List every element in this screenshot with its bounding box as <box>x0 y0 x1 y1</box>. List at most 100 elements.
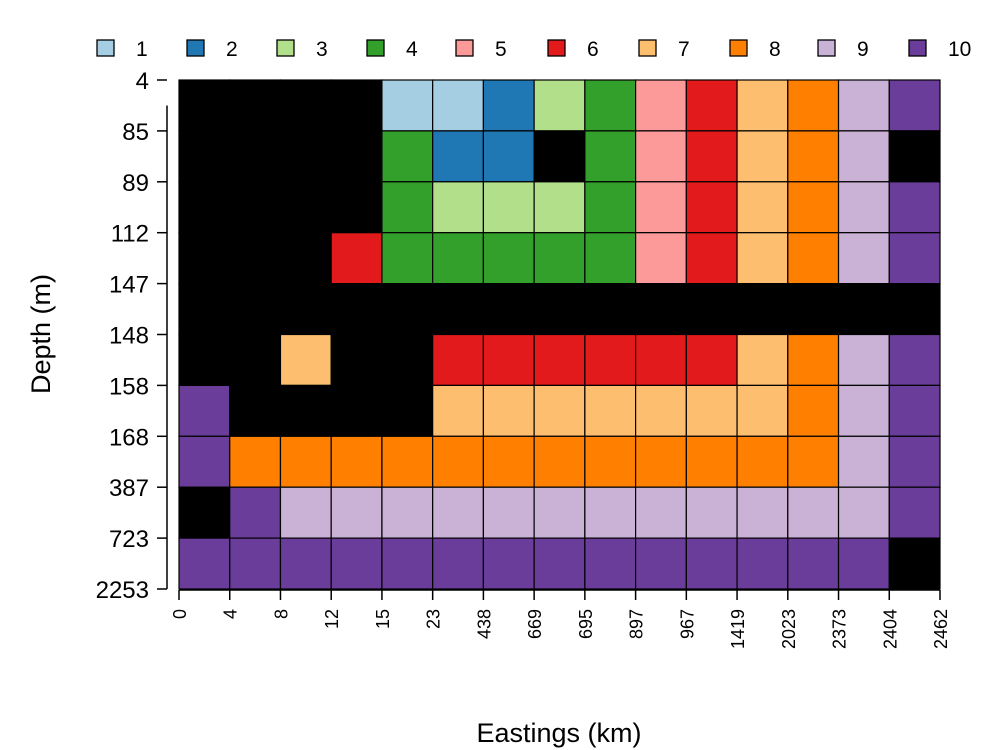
heatmap-cell <box>634 333 687 387</box>
heatmap-cell <box>330 232 383 285</box>
heatmap-cell <box>178 79 231 132</box>
heatmap-cell <box>482 384 535 437</box>
heatmap-cell <box>584 181 637 234</box>
legend-swatch <box>908 39 927 57</box>
heatmap-cell <box>736 283 789 336</box>
heatmap-cell <box>178 384 231 437</box>
y-tick-label: 4 <box>136 68 149 95</box>
heatmap-cell <box>634 486 687 539</box>
heatmap-cell <box>229 486 282 539</box>
x-tick-label: 1419 <box>728 609 748 649</box>
heatmap-cell <box>837 130 890 183</box>
heatmap-cell <box>787 181 840 234</box>
heatmap-cell <box>229 181 282 234</box>
heatmap-cell <box>634 79 687 132</box>
heatmap-cell <box>229 435 282 488</box>
heatmap-cell <box>787 537 840 590</box>
heatmap-cell <box>685 537 738 590</box>
heatmap-cell <box>634 384 687 437</box>
x-axis: 0 4 8 12 15 23 438 669 695 897 967 1419 2023 2373 2404… <box>170 589 951 649</box>
legend-swatch <box>638 39 657 57</box>
heatmap-cell <box>533 333 586 387</box>
heatmap-cell <box>330 181 383 234</box>
heatmap-cell <box>787 232 840 285</box>
heatmap-cell <box>432 130 484 183</box>
heatmap-cell <box>634 181 687 234</box>
heatmap-cell <box>432 333 484 387</box>
heatmap-cell <box>330 130 383 183</box>
heatmap-cell <box>330 333 383 387</box>
heatmap-cell <box>888 79 941 132</box>
legend-label: 10 <box>948 38 971 61</box>
heatmap-cell <box>330 283 383 336</box>
heatmap-cell <box>381 486 434 539</box>
heatmap-cell <box>787 333 840 387</box>
heatmap-cell <box>888 232 941 285</box>
y-axis: 4 85 89 112 147 148 158 168 387 723 2253 <box>96 68 168 604</box>
x-tick-label: 897 <box>627 609 647 639</box>
heatmap-cell <box>482 130 535 183</box>
heatmap-cell <box>229 283 282 336</box>
heatmap-cell <box>482 486 535 539</box>
x-tick-label: 4 <box>221 609 241 619</box>
heatmap-cell <box>533 79 586 132</box>
heatmap-cell <box>381 333 434 387</box>
heatmap-cell <box>279 435 332 488</box>
heatmap-cell <box>888 486 941 539</box>
heatmap-cell <box>178 232 231 285</box>
heatmap-cell <box>432 79 484 132</box>
heatmap-cell <box>279 333 332 387</box>
heatmap-cell <box>837 435 890 488</box>
legend-label: 2 <box>226 38 238 61</box>
heatmap-cell <box>787 384 840 437</box>
x-tick-label: 2404 <box>880 609 900 649</box>
heatmap-cell <box>888 537 941 590</box>
heatmap-cell <box>584 435 637 488</box>
heatmap-cell <box>533 181 586 234</box>
heatmap-cell <box>584 384 637 437</box>
legend-label: 1 <box>136 38 148 61</box>
heatmap-cell <box>381 537 434 590</box>
heatmap-cell <box>634 232 687 285</box>
heatmap-cell <box>685 181 738 234</box>
heatmap-cell <box>685 435 738 488</box>
heatmap-cell <box>178 333 231 387</box>
heatmap-cell <box>837 537 890 590</box>
x-tick-label: 15 <box>373 609 393 629</box>
heatmap-cell <box>736 333 789 387</box>
heatmap-cell <box>888 333 941 387</box>
legend-swatch <box>276 39 295 57</box>
y-tick-label: 2253 <box>96 577 149 604</box>
heatmap-cell <box>432 283 484 336</box>
x-tick-label: 8 <box>271 609 291 619</box>
x-tick-label: 23 <box>424 609 444 629</box>
heatmap-cell <box>736 537 789 590</box>
y-tick-label: 158 <box>109 373 149 400</box>
heatmap-cell <box>584 283 637 336</box>
heatmap-cell <box>432 435 484 488</box>
x-tick-label: 438 <box>474 609 494 639</box>
heatmap-cell <box>432 232 484 285</box>
legend-swatch <box>455 39 474 57</box>
legend-label: 9 <box>857 38 869 61</box>
heatmap-cell <box>685 486 738 539</box>
heatmap-cell <box>787 283 840 336</box>
heatmap-cell <box>178 435 231 488</box>
heatmap-cell <box>482 79 535 132</box>
heatmap-cell <box>736 181 789 234</box>
heatmap-cell <box>736 435 789 488</box>
x-tick-label: 2373 <box>830 609 850 649</box>
heatmap-cell <box>381 435 434 488</box>
heatmap-cell <box>787 79 840 132</box>
heatmap-cell <box>584 130 637 183</box>
heatmap-cell <box>837 283 890 336</box>
heatmap-cell <box>787 130 840 183</box>
heatmap-cell <box>685 232 738 285</box>
heatmap-cell <box>229 232 282 285</box>
heatmap-cell <box>381 283 434 336</box>
y-tick-label: 148 <box>109 323 149 350</box>
heatmap-cell <box>330 435 383 488</box>
heatmap-cell <box>178 130 231 183</box>
x-axis-label: Eastings (km) <box>476 718 641 748</box>
